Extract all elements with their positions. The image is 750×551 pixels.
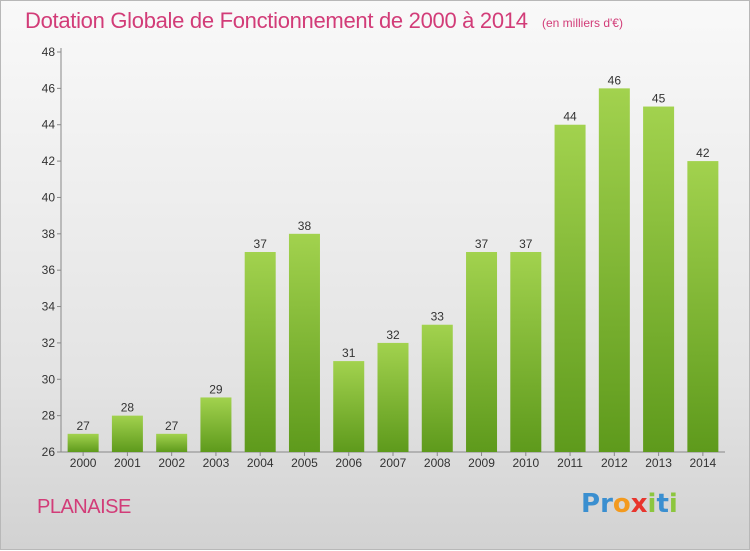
y-tick-label: 40 bbox=[42, 190, 56, 204]
bar-2008 bbox=[421, 324, 453, 452]
data-label: 29 bbox=[209, 382, 223, 396]
y-tick-label: 46 bbox=[42, 81, 56, 95]
data-label: 45 bbox=[652, 92, 666, 106]
y-tick-label: 38 bbox=[42, 227, 56, 241]
y-tick-label: 32 bbox=[42, 336, 56, 350]
x-tick-label: 2014 bbox=[690, 456, 717, 470]
bar-2013 bbox=[643, 106, 675, 452]
data-label: 42 bbox=[696, 146, 710, 160]
data-label: 28 bbox=[121, 401, 135, 415]
y-tick-label: 28 bbox=[42, 409, 56, 423]
logo-letter: t bbox=[656, 489, 669, 519]
bar-2004 bbox=[244, 252, 276, 452]
x-tick-label: 2005 bbox=[291, 456, 318, 470]
x-tick-label: 2011 bbox=[557, 456, 583, 470]
chart-title: Dotation Globale de Fonctionnement de 20… bbox=[25, 8, 528, 33]
data-label: 38 bbox=[298, 219, 312, 233]
x-tick-label: 2007 bbox=[380, 456, 407, 470]
logo-letter: x bbox=[630, 489, 648, 519]
data-label: 31 bbox=[342, 346, 356, 360]
data-label: 27 bbox=[165, 419, 179, 433]
bar-2006 bbox=[333, 361, 365, 452]
y-tick-label: 42 bbox=[42, 154, 56, 168]
data-label: 44 bbox=[563, 110, 577, 124]
data-label: 37 bbox=[519, 237, 533, 251]
bar-2003 bbox=[200, 397, 232, 452]
bar-2009 bbox=[466, 252, 498, 452]
data-label: 46 bbox=[608, 73, 622, 87]
bar-2007 bbox=[377, 342, 409, 452]
bar-2001 bbox=[111, 415, 143, 452]
x-tick-label: 2009 bbox=[468, 456, 495, 470]
x-tick-label: 2003 bbox=[203, 456, 230, 470]
x-tick-label: 2002 bbox=[158, 456, 185, 470]
logo-letter: r bbox=[600, 489, 613, 519]
data-label: 27 bbox=[76, 419, 90, 433]
x-tick-label: 2008 bbox=[424, 456, 451, 470]
data-label: 33 bbox=[431, 310, 445, 324]
x-tick-label: 2012 bbox=[601, 456, 628, 470]
x-tick-label: 2004 bbox=[247, 456, 274, 470]
chart-unit: (en milliers d'€) bbox=[542, 16, 623, 30]
proxiti-logo: Proxiti bbox=[581, 489, 678, 519]
bar-2002 bbox=[156, 433, 188, 452]
logo-letter: i bbox=[668, 489, 678, 519]
x-tick-label: 2013 bbox=[645, 456, 672, 470]
logo-letter: o bbox=[612, 489, 631, 519]
x-tick-label: 2010 bbox=[512, 456, 539, 470]
x-tick-label: 2001 bbox=[114, 456, 141, 470]
bar-2011 bbox=[554, 124, 586, 453]
bar-2005 bbox=[288, 233, 320, 452]
bar-2000 bbox=[67, 433, 99, 452]
x-tick-label: 2006 bbox=[335, 456, 362, 470]
bar-2010 bbox=[510, 252, 542, 452]
y-tick-label: 36 bbox=[42, 263, 56, 277]
axes: 26 28 30 32 34 36 38 40 42 44 46 48 2000 2001 2002 2003… bbox=[42, 45, 725, 470]
y-tick-label: 26 bbox=[42, 445, 56, 459]
data-label: 37 bbox=[254, 237, 268, 251]
x-tick-label: 2000 bbox=[70, 456, 97, 470]
commune-name: PLANAISE bbox=[37, 496, 131, 518]
data-label: 37 bbox=[475, 237, 489, 251]
bar-2014 bbox=[687, 161, 719, 452]
y-tick-label: 48 bbox=[42, 45, 56, 59]
bar-2012 bbox=[598, 88, 630, 452]
logo-letter: i bbox=[647, 489, 657, 519]
y-tick-label: 30 bbox=[42, 372, 56, 386]
data-label: 32 bbox=[386, 328, 400, 342]
logo-letter: P bbox=[581, 489, 601, 519]
bars: 27 28 27 29 37 38 31 32 33 37 37 44 46 45 42 bbox=[67, 73, 719, 453]
y-tick-label: 34 bbox=[42, 300, 56, 314]
y-tick-label: 44 bbox=[42, 118, 56, 132]
